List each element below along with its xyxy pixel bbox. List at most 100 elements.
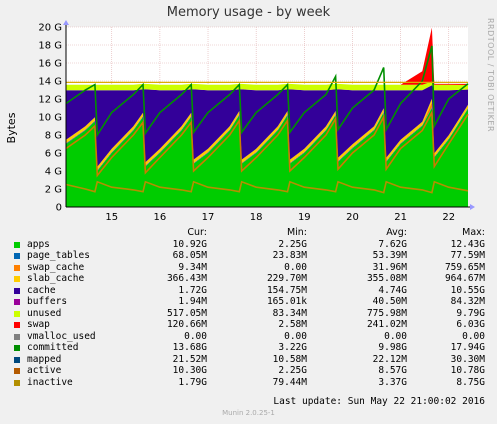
- legend-cur: 120.66M: [166, 319, 207, 330]
- legend-cur: 1.79G: [178, 376, 207, 388]
- legend-swatch: [14, 333, 20, 340]
- legend-row-active: active 10.30G 2.25G 8.57G 10.78G: [10, 365, 490, 377]
- legend-swatch: [14, 345, 20, 351]
- legend-min: 10.58M: [272, 353, 307, 365]
- legend-min: 0.00: [284, 330, 307, 342]
- legend-name: swap_cache: [27, 261, 85, 273]
- legend-avg: 53.39M: [372, 250, 407, 261]
- legend-row-swap: swap 120.66M 2.58M 241.02M 6.03G: [10, 319, 490, 331]
- legend-max: 759.65M: [444, 261, 485, 273]
- legend-swatch: [14, 368, 20, 374]
- legend-avg: 31.96M: [372, 261, 407, 273]
- axes: 0 2 G 4 G 6 G 8 G 10 G 12 G 14 G 16 G 18 G 20 G 15 1…: [38, 20, 475, 223]
- legend-name: cache: [27, 284, 56, 296]
- legend-row-buffers: buffers 1.94M 165.01k 40.50M 84.32M: [10, 296, 490, 308]
- legend-name: swap: [27, 319, 50, 330]
- legend-max: 12.43G: [450, 238, 485, 250]
- legend-header-max: Max:: [462, 227, 485, 238]
- legend-max: 8.75G: [456, 376, 485, 388]
- legend-cur: 9.34M: [178, 261, 207, 273]
- legend-avg: 355.08M: [366, 273, 407, 284]
- x-tick-label: 18: [250, 212, 263, 223]
- legend-name: slab_cache: [27, 273, 85, 284]
- legend-name: page_tables: [27, 250, 90, 261]
- legend-header-row: Cur: Min: Avg: Max:: [10, 227, 490, 239]
- legend-swatch: [14, 299, 20, 305]
- x-tick-label: 16: [154, 212, 167, 223]
- area-cache: [66, 85, 468, 167]
- legend-cur: 21.52M: [172, 353, 207, 365]
- legend-row-page_tables: page_tables 68.05M 23.83M 53.39M 77.59M: [10, 250, 490, 262]
- legend-max: 0.00: [462, 330, 485, 342]
- legend-min: 79.44M: [272, 376, 307, 388]
- x-tick-label: 15: [105, 212, 118, 223]
- y-tick-label: 20 G: [38, 23, 62, 34]
- legend-row-swap_cache: swap_cache 9.34M 0.00 31.96M 759.65M: [10, 262, 490, 274]
- legend-min: 0.00: [284, 261, 307, 273]
- legend-row-cache: cache 1.72G 154.75M 4.74G 10.55G: [10, 285, 490, 297]
- x-tick-label: 17: [202, 212, 215, 223]
- legend-name: apps: [27, 238, 50, 250]
- legend-avg: 775.98M: [366, 307, 407, 319]
- legend-min: 165.01k: [266, 296, 307, 307]
- legend-avg: 241.02M: [366, 319, 407, 330]
- legend-cur: 366.43M: [166, 273, 207, 284]
- y-axis-label: Bytes: [5, 112, 18, 143]
- legend-row-unused: unused 517.05M 83.34M 775.98M 9.79G: [10, 308, 490, 320]
- legend-header-cur: Cur:: [187, 227, 207, 238]
- line-committed: [65, 45, 469, 138]
- legend-avg: 8.57G: [378, 365, 407, 376]
- y-tick-label: 4 G: [45, 167, 62, 178]
- legend-row-apps: apps 10.92G 2.25G 7.62G 12.43G: [10, 239, 490, 251]
- legend-max: 9.79G: [456, 307, 485, 319]
- legend-max: 10.78G: [450, 365, 485, 376]
- legend-min: 83.34M: [272, 307, 307, 319]
- legend-cur: 0.00: [184, 330, 207, 342]
- legend-swatch: [14, 253, 20, 259]
- legend-cur: 13.68G: [172, 342, 207, 353]
- last-update: Last update: Sun May 22 21:00:02 2016: [273, 396, 485, 407]
- legend-name: mapped: [27, 353, 62, 365]
- legend-max: 84.32M: [450, 296, 485, 307]
- legend-cur: 10.92G: [172, 238, 207, 250]
- legend-name: active: [27, 365, 62, 376]
- legend-header-avg: Avg:: [386, 227, 407, 238]
- legend-cur: 68.05M: [172, 250, 207, 261]
- x-tick-label: 19: [298, 212, 311, 223]
- memory-chart: 0 2 G 4 G 6 G 8 G 10 G 12 G 14 G 16 G 18 G 20 G 15 1…: [5, 20, 475, 223]
- legend-cur: 517.05M: [166, 307, 207, 319]
- stacked-areas: [66, 27, 468, 207]
- y-tick-label: 10 G: [38, 113, 62, 124]
- legend-max: 10.55G: [450, 284, 485, 296]
- legend-max: 17.94G: [450, 342, 485, 353]
- legend-min: 2.25G: [278, 365, 307, 376]
- legend-avg: 40.50M: [372, 296, 407, 307]
- legend-name: vmalloc_used: [27, 330, 96, 342]
- area-unused: [66, 81, 468, 91]
- y-tick-label: 12 G: [38, 95, 62, 106]
- legend-name: committed: [27, 342, 79, 353]
- legend-row-mapped: mapped 21.52M 10.58M 22.12M 30.30M: [10, 354, 490, 366]
- legend-row-committed: committed 13.68G 3.22G 9.98G 17.94G: [10, 342, 490, 354]
- legend-row-inactive: inactive 1.79G 79.44M 3.37G 8.75G: [10, 377, 490, 389]
- legend-avg: 9.98G: [378, 342, 407, 353]
- legend-header-min: Min:: [286, 227, 307, 238]
- legend-swatch: [14, 322, 20, 328]
- chart-title: Memory usage - by week: [166, 5, 331, 20]
- y-tick-label: 8 G: [45, 131, 62, 142]
- line-active: [65, 109, 469, 178]
- legend-min: 229.70M: [266, 273, 307, 284]
- y-tick-label: 0: [56, 203, 62, 214]
- x-tick-label: 20: [346, 212, 359, 223]
- legend-avg: 7.62G: [378, 238, 407, 250]
- legend-swatch: [14, 241, 20, 248]
- area-apps: [66, 108, 468, 207]
- legend-avg: 0.00: [384, 330, 407, 342]
- legend-table: Cur: Min: Avg: Max: apps 10.92G 2.25G 7.62G…: [10, 227, 490, 388]
- legend-min: 154.75M: [266, 284, 307, 296]
- y-tick-label: 14 G: [38, 77, 62, 88]
- y-tick-label: 18 G: [38, 41, 62, 52]
- legend-swatch: [14, 264, 20, 271]
- line-series: [65, 45, 469, 194]
- legend-name: buffers: [27, 296, 68, 307]
